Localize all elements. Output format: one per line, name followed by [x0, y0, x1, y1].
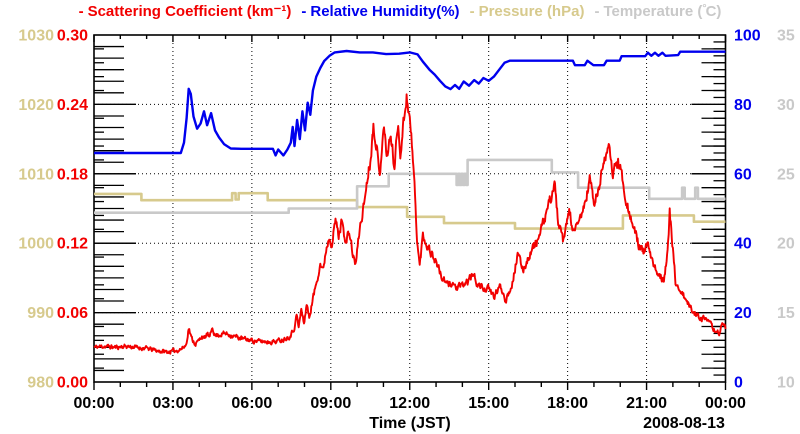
legend-label: Temperature (°C): [603, 1, 722, 20]
humidity-series-line: [94, 49, 726, 157]
humidity-tick-label: 40: [734, 236, 752, 253]
scattering-tick-label: 0.24: [57, 97, 88, 114]
humidity-tick-label: 80: [734, 97, 752, 114]
axis-tick-labels: 98099010001010102010300.000.060.120.180.…: [18, 28, 794, 413]
temperature-tick-label: 25: [777, 166, 795, 183]
scattering-tick-label: 0.00: [57, 375, 88, 392]
pressure-tick-label: 990: [27, 305, 54, 322]
temperature-tick-label: 35: [777, 28, 795, 45]
degree-symbol: °: [702, 1, 707, 14]
humidity-tick-label: 0: [734, 375, 743, 392]
time-tick-label: 00:00: [74, 395, 115, 412]
pressure-tick-label: 1030: [18, 28, 54, 45]
legend-dash-icon: -: [78, 3, 84, 20]
scattering-series-line: [93, 93, 727, 355]
plot-frame: [93, 34, 727, 383]
time-tick-label: 06:00: [231, 395, 272, 412]
temperature-tick-label: 30: [777, 97, 795, 114]
scattering-tick-label: 0.18: [57, 166, 88, 183]
humidity-tick-label: 100: [734, 28, 761, 45]
temperature-tick-label: 20: [777, 236, 795, 253]
temperature-series-line: [94, 158, 726, 214]
time-tick-label: 09:00: [310, 395, 351, 412]
legend-label: Scattering Coefficient (km⁻¹): [87, 3, 292, 20]
chart-legend: - Scattering Coefficient (km⁻¹) - Relative …: [0, 2, 800, 20]
legend-item-scattering: - Scattering Coefficient (km⁻¹): [79, 2, 292, 20]
scattering-tick-label: 0.12: [57, 236, 88, 253]
time-tick-label: 18:00: [547, 395, 588, 412]
scattering-tick-label: 0.06: [57, 305, 88, 322]
legend-label: Relative Humidity(%): [310, 3, 460, 20]
pressure-tick-label: 1010: [18, 166, 54, 183]
temperature-tick-label: 15: [777, 305, 795, 322]
legend-label: Pressure (hPa): [478, 3, 585, 20]
time-tick-label: 00:00: [705, 395, 746, 412]
time-tick-label: 21:00: [626, 395, 667, 412]
humidity-tick-label: 20: [734, 305, 752, 322]
pressure-tick-label: 980: [27, 375, 54, 392]
series-lines: [93, 49, 727, 355]
legend-dash-icon: -: [594, 3, 600, 20]
scattering-tick-label: 0.30: [57, 28, 88, 45]
temperature-tick-label: 10: [777, 375, 795, 392]
pressure-tick-label: 1000: [18, 236, 54, 253]
axis-ticks: [93, 35, 727, 390]
legend-dash-icon: -: [469, 3, 475, 20]
date-label: 2008-08-13: [643, 415, 725, 432]
time-tick-label: 12:00: [389, 395, 430, 412]
legend-item-temperature: - Temperature (°C): [594, 1, 722, 20]
humidity-tick-label: 60: [734, 166, 752, 183]
x-axis-title: Time (JST): [369, 415, 451, 432]
legend-dash-icon: -: [301, 3, 307, 20]
legend-item-pressure: - Pressure (hPa): [470, 3, 585, 20]
legend-item-humidity: - Relative Humidity(%): [301, 3, 459, 20]
time-tick-label: 03:00: [152, 395, 193, 412]
time-tick-label: 15:00: [468, 395, 509, 412]
pressure-tick-label: 1020: [18, 97, 54, 114]
